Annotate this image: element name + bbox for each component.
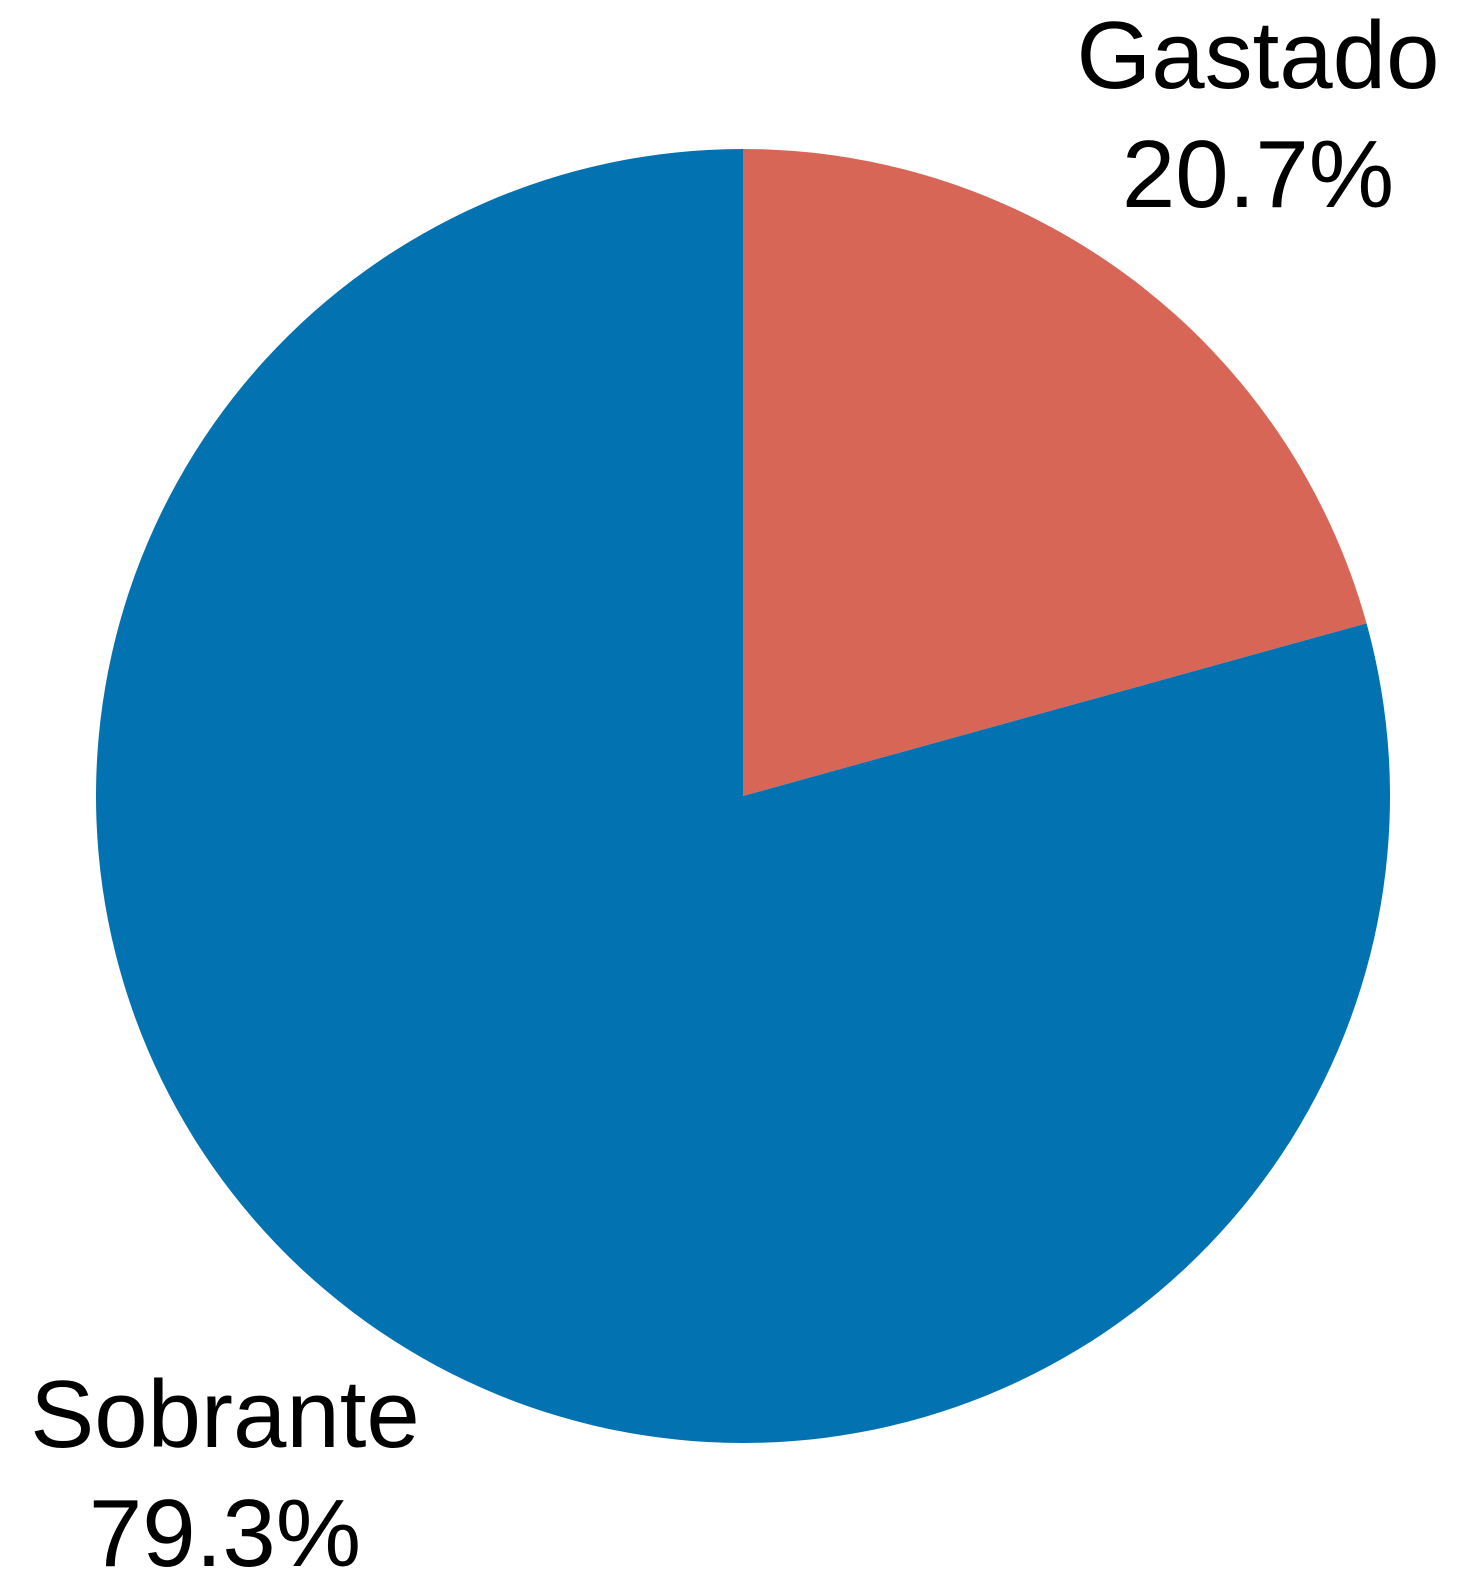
pie-slice-gastado (743, 149, 1367, 796)
pie-slice-sobrante (95, 149, 1390, 1444)
slice-value-gastado: 20.7% (1122, 121, 1394, 228)
pie-slices (95, 149, 1390, 1444)
slice-value-sobrante: 79.3% (89, 1480, 361, 1587)
slice-label-sobrante: Sobrante (30, 1361, 420, 1468)
slice-label-gastado: Gastado (1077, 2, 1440, 109)
